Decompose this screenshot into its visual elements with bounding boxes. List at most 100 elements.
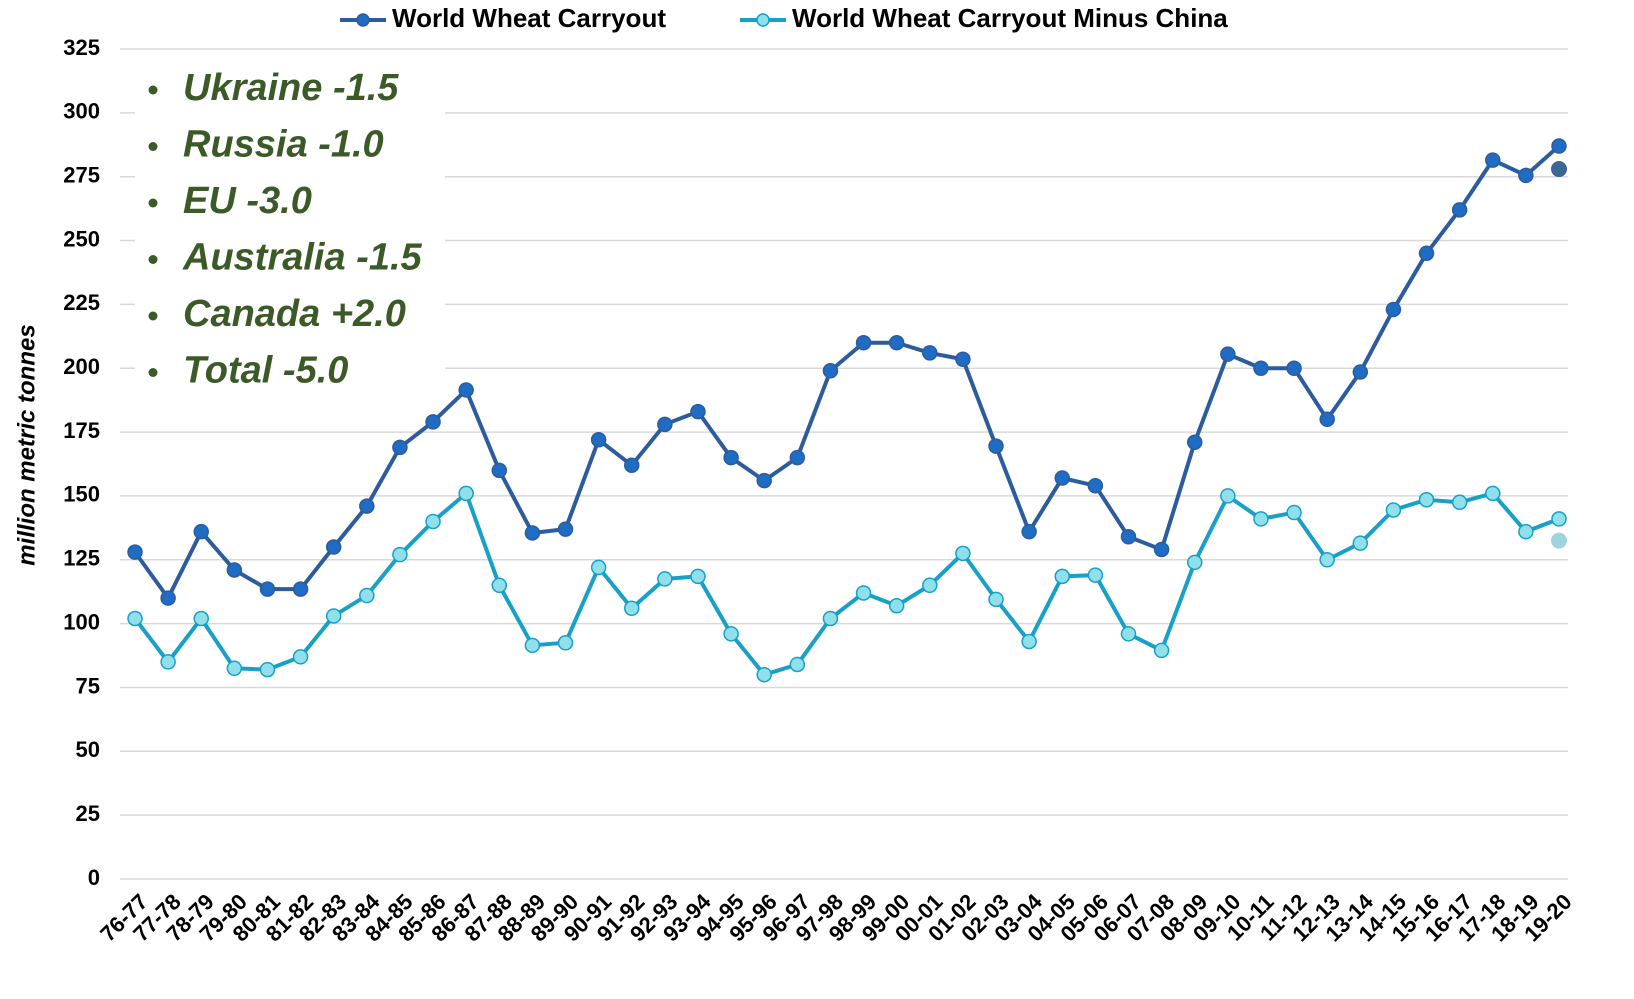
legend-label: World Wheat Carryout Minus China <box>792 3 1228 33</box>
data-point <box>160 654 176 670</box>
bullet <box>148 142 158 151</box>
y-tick-label: 75 <box>76 673 100 698</box>
data-point <box>1253 511 1269 527</box>
data-point <box>1087 477 1104 494</box>
y-axis-label: million metric tonnes <box>13 324 40 565</box>
data-point <box>1451 494 1468 511</box>
data-point <box>888 597 905 614</box>
data-point <box>1087 567 1104 583</box>
data-point <box>1153 642 1170 659</box>
data-point <box>193 523 209 540</box>
data-point <box>557 635 574 651</box>
data-point <box>160 590 176 606</box>
data-point <box>822 610 839 627</box>
data-point <box>723 449 739 466</box>
data-point <box>226 660 243 677</box>
y-tick-label: 0 <box>88 865 100 890</box>
annotation-bg <box>135 175 445 231</box>
data-point <box>955 351 971 368</box>
data-point <box>524 637 541 654</box>
bullet <box>148 368 158 377</box>
data-point <box>888 334 905 351</box>
data-point <box>1054 470 1071 486</box>
data-point <box>1451 202 1468 218</box>
y-tick-label: 50 <box>76 737 100 762</box>
annotation-bg <box>135 118 445 175</box>
series-line <box>133 144 1561 602</box>
data-point <box>193 610 209 627</box>
bullet <box>148 85 158 95</box>
data-point <box>1319 411 1335 428</box>
bullet <box>148 198 158 208</box>
y-tick-label: 225 <box>63 290 100 315</box>
data-point <box>491 577 508 594</box>
data-point <box>127 610 143 627</box>
data-point <box>1485 485 1501 502</box>
bullet <box>148 311 158 321</box>
legend-marker <box>756 13 770 27</box>
data-point <box>226 562 243 578</box>
annotation-bg <box>135 344 445 401</box>
data-point <box>1186 434 1203 451</box>
data-point <box>1352 364 1369 380</box>
data-point <box>1021 523 1037 540</box>
legend-marker <box>356 13 370 27</box>
bullet <box>148 255 158 264</box>
data-point <box>756 472 772 489</box>
data-point <box>1418 245 1435 262</box>
annotation: Canada +2.0 <box>183 293 406 335</box>
annotation: EU -3.0 <box>183 180 312 222</box>
data-point <box>657 571 673 587</box>
legend-label: World Wheat Carryout <box>392 3 666 33</box>
data-point <box>1286 360 1302 376</box>
data-point <box>623 457 640 474</box>
data-point <box>292 649 309 665</box>
series-line <box>133 489 1560 678</box>
data-point <box>325 608 342 624</box>
data-point <box>259 661 276 678</box>
data-point <box>623 600 640 617</box>
data-point <box>1352 535 1369 551</box>
data-point <box>1418 492 1435 508</box>
data-point <box>988 438 1004 454</box>
data-point <box>1319 552 1335 568</box>
data-point <box>590 431 607 448</box>
data-point <box>425 414 441 430</box>
data-point <box>988 591 1004 608</box>
data-point <box>1518 523 1534 540</box>
annotation-bg <box>135 231 445 288</box>
data-point <box>325 539 342 555</box>
data-point <box>425 513 441 530</box>
data-point <box>1385 502 1402 518</box>
y-tick-label: 175 <box>63 418 100 443</box>
data-point <box>1153 541 1170 558</box>
annotation: Russia -1.0 <box>183 124 384 166</box>
data-point <box>1054 568 1071 585</box>
data-point <box>1021 633 1037 650</box>
data-point <box>292 581 309 597</box>
data-point <box>855 334 872 351</box>
data-point <box>690 568 706 585</box>
y-tick-label: 325 <box>63 35 100 60</box>
data-point <box>1485 152 1501 168</box>
data-point <box>822 363 839 379</box>
annotation: Australia -1.5 <box>182 237 423 279</box>
data-point <box>1186 554 1203 571</box>
data-point <box>723 626 739 642</box>
annotation-bg <box>135 62 445 118</box>
data-point <box>392 546 408 563</box>
y-tick-label: 150 <box>63 482 100 507</box>
data-point <box>359 587 375 604</box>
data-point <box>359 498 375 514</box>
data-point <box>1286 504 1302 521</box>
data-point <box>259 581 276 597</box>
data-point <box>127 544 143 560</box>
y-tick-label: 300 <box>63 99 100 124</box>
y-tick-label: 125 <box>63 546 100 571</box>
prior-estimate-point <box>1551 161 1567 178</box>
data-point <box>1120 529 1137 545</box>
y-tick-label: 275 <box>63 163 100 188</box>
annotation-bg <box>135 288 445 344</box>
data-point <box>789 449 806 466</box>
